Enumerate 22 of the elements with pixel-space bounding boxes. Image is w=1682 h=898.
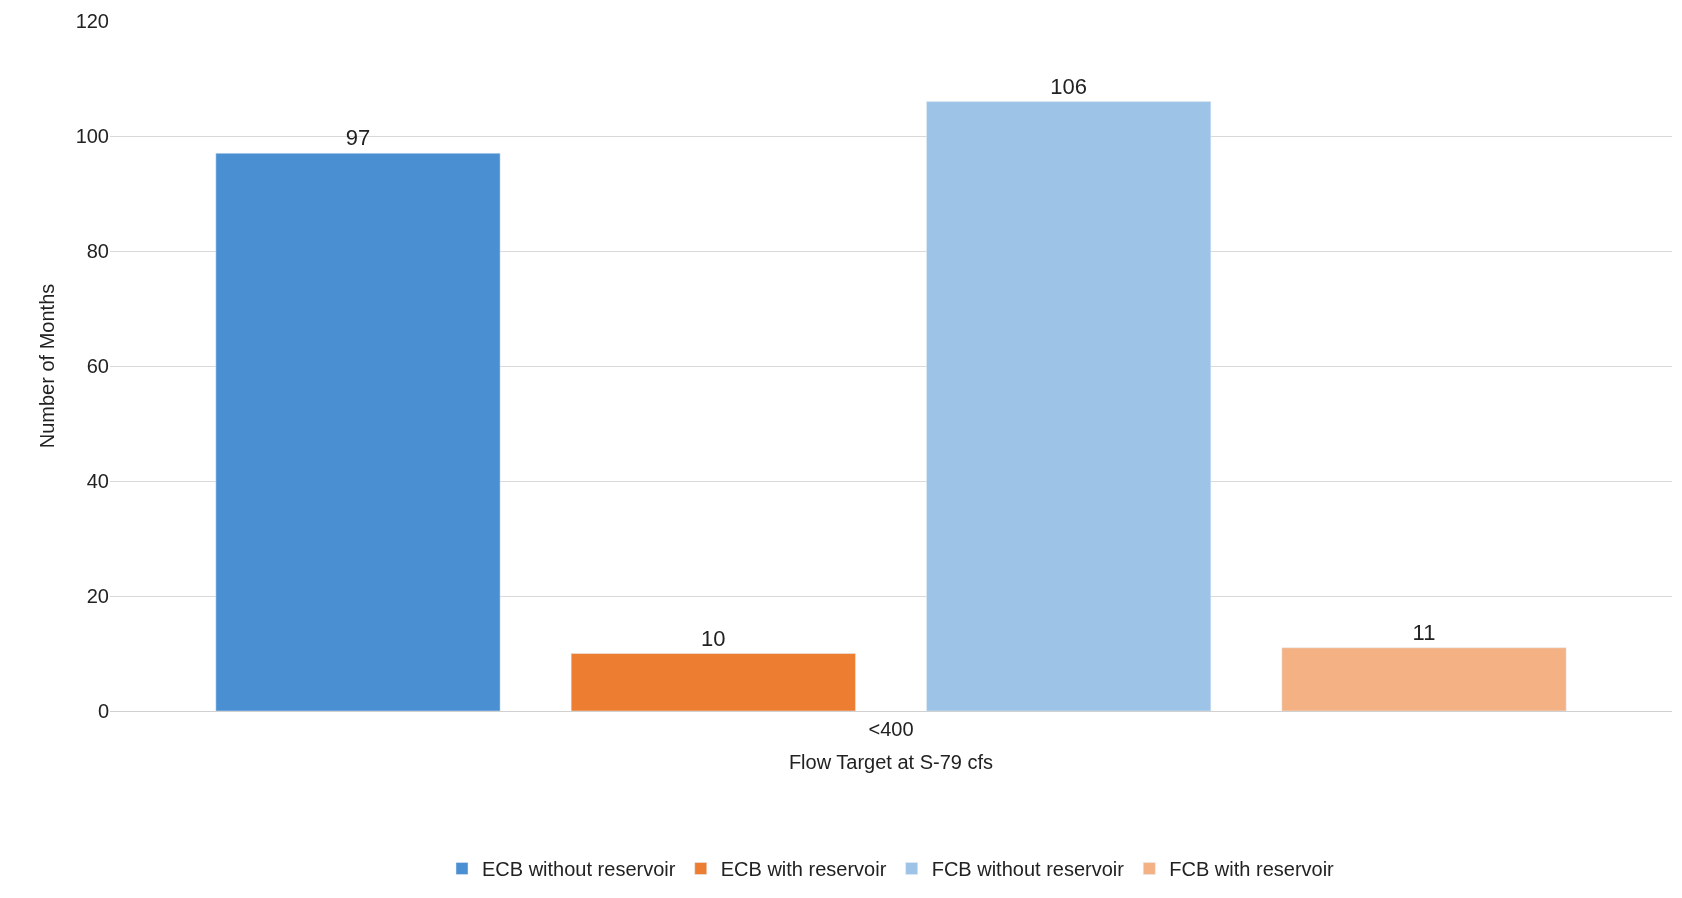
legend-label: ECB with reservoir xyxy=(720,858,887,881)
x-tick-label: <400 xyxy=(868,718,914,740)
bar xyxy=(215,153,501,711)
data-label: 97 xyxy=(345,125,371,151)
y-tick-label: 40 xyxy=(86,470,109,492)
y-axis-title: Number of Months xyxy=(36,283,59,449)
y-tick-label: 120 xyxy=(75,10,109,32)
data-label: 106 xyxy=(1050,73,1088,99)
legend-label: ECB without reservoir xyxy=(482,858,676,881)
bar xyxy=(570,653,856,711)
y-tick-label: 80 xyxy=(86,240,109,262)
y-tick-label: 100 xyxy=(75,125,109,147)
bar xyxy=(1281,647,1567,711)
y-tick-label: 20 xyxy=(86,585,109,607)
y-tick-label: 0 xyxy=(97,700,109,722)
bar xyxy=(926,101,1212,711)
legend-label: FCB with reservoir xyxy=(1169,858,1335,881)
y-tick-label: 60 xyxy=(86,355,109,377)
legend-label: FCB without reservoir xyxy=(931,858,1125,881)
x-axis-title: Flow Target at S-79 cfs xyxy=(788,750,994,773)
data-label: 11 xyxy=(1412,619,1436,645)
data-label: 10 xyxy=(701,625,726,651)
